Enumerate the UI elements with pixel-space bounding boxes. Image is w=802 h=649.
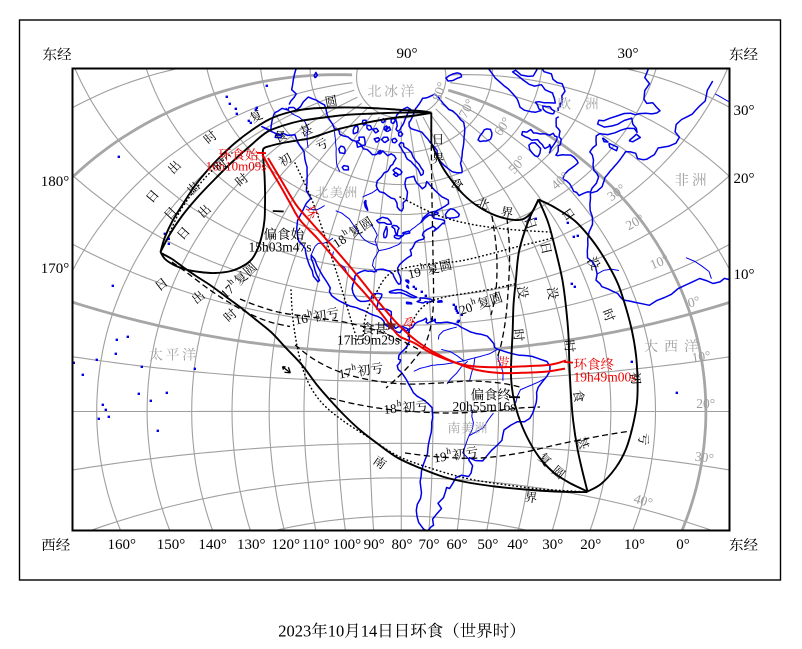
svg-text:19h49m00s: 19h49m00s: [573, 370, 636, 385]
svg-text:18: 18: [383, 401, 397, 417]
svg-text:20h55m16s: 20h55m16s: [452, 399, 515, 414]
svg-text:0°: 0°: [676, 537, 690, 553]
svg-text:19: 19: [433, 449, 448, 466]
svg-text:16h10m09s: 16h10m09s: [206, 159, 267, 174]
svg-text:90°: 90°: [364, 537, 385, 553]
svg-text:60°: 60°: [447, 537, 468, 553]
svg-text:120°: 120°: [272, 537, 301, 553]
svg-text:180°: 180°: [41, 174, 70, 190]
svg-text:16: 16: [294, 311, 310, 328]
svg-text:h: h: [340, 226, 350, 237]
svg-text:100°: 100°: [333, 537, 362, 553]
svg-text:130°: 130°: [237, 537, 266, 553]
svg-text:170°: 170°: [41, 261, 70, 277]
svg-text:20°: 20°: [580, 537, 601, 553]
svg-text:40°: 40°: [632, 491, 654, 511]
svg-text:30°: 30°: [542, 537, 563, 553]
svg-text:h: h: [225, 276, 236, 287]
svg-text:10: 10: [328, 622, 345, 641]
svg-text:20: 20: [457, 299, 474, 317]
svg-text:14: 14: [361, 622, 378, 641]
svg-text:40°: 40°: [507, 537, 528, 553]
svg-text:19: 19: [406, 264, 422, 282]
svg-text:10°: 10°: [734, 267, 755, 283]
svg-text:17h59m29s: 17h59m29s: [337, 333, 400, 348]
svg-text:h: h: [419, 260, 426, 271]
svg-text:10°: 10°: [624, 537, 645, 553]
svg-text:140°: 140°: [198, 537, 227, 553]
svg-text:80°: 80°: [429, 80, 450, 103]
svg-text:70°: 70°: [419, 537, 440, 553]
svg-text:30°: 30°: [734, 103, 755, 119]
svg-text:20°: 20°: [734, 171, 755, 187]
svg-text:h: h: [396, 398, 402, 408]
svg-text:50°: 50°: [477, 537, 498, 553]
svg-text:15h03m47s: 15h03m47s: [248, 240, 311, 255]
svg-text:90°: 90°: [397, 46, 418, 62]
svg-text:30°: 30°: [618, 46, 639, 62]
svg-text:150°: 150°: [157, 537, 186, 553]
svg-text:160°: 160°: [107, 537, 136, 553]
svg-text:17: 17: [338, 365, 353, 382]
svg-text:h: h: [351, 362, 357, 373]
svg-text:30°: 30°: [694, 449, 715, 467]
svg-text:h: h: [306, 307, 313, 318]
svg-text:10°: 10°: [691, 348, 712, 365]
svg-text:10°: 10°: [648, 251, 671, 272]
svg-text:h: h: [446, 446, 452, 457]
svg-text:20°: 20°: [696, 396, 715, 411]
svg-text:110°: 110°: [302, 537, 330, 553]
svg-text:80°: 80°: [392, 537, 413, 553]
svg-text:h: h: [469, 295, 477, 306]
svg-text:0°: 0°: [686, 293, 702, 311]
svg-text:2023: 2023: [278, 622, 311, 641]
